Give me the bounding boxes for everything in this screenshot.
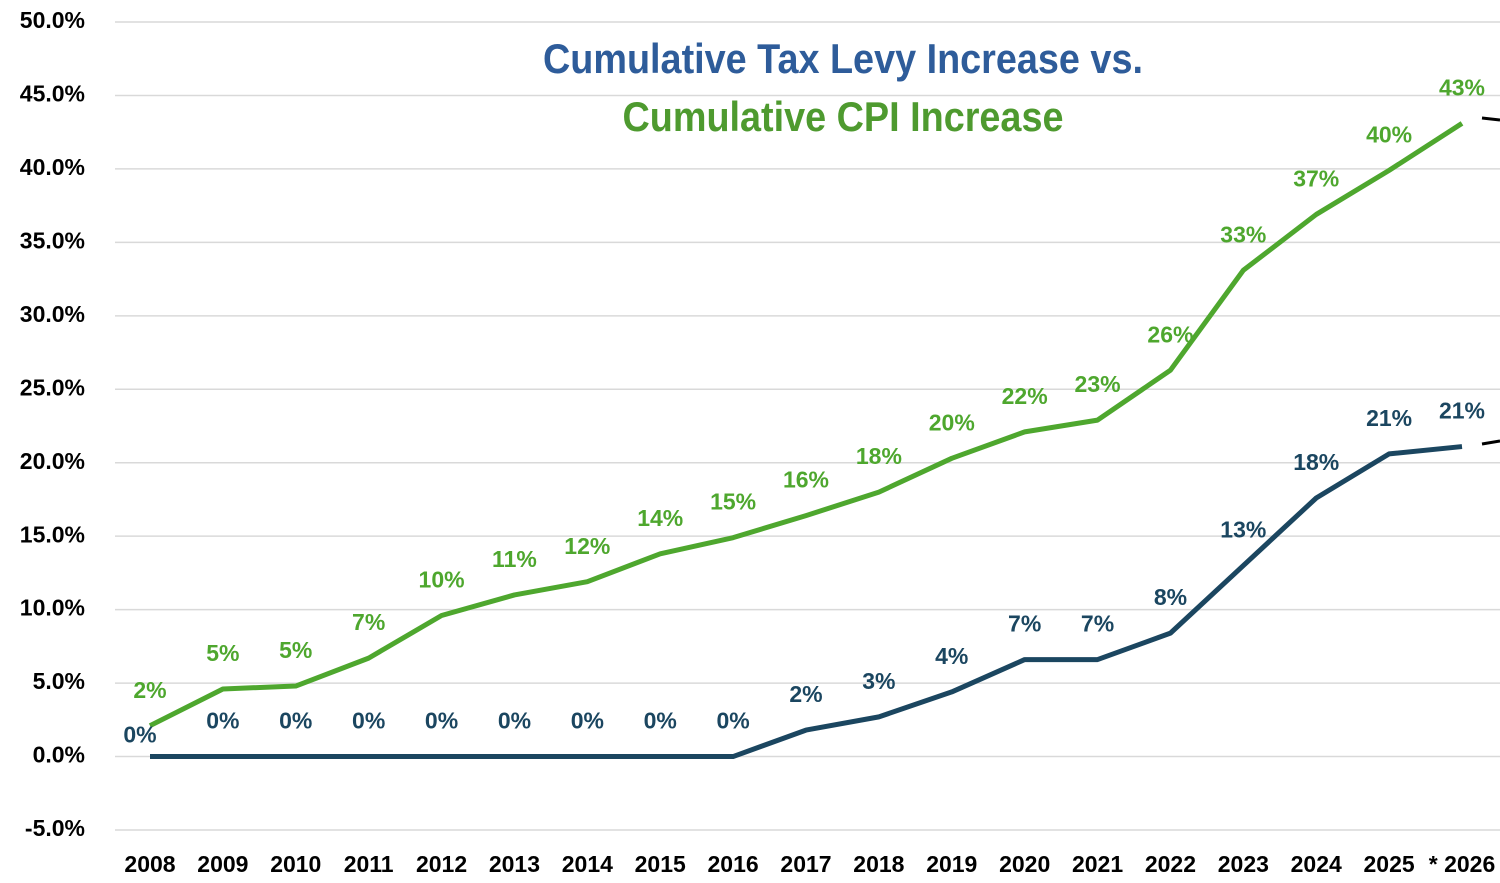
y-tick-label: 20.0% [20,448,85,474]
y-tick-label: 10.0% [20,595,85,621]
y-tick-label: 45.0% [20,81,85,107]
data-label: 7% [352,609,385,635]
data-label: 7% [1008,611,1041,637]
x-tick-label: 2025 [1364,851,1415,877]
y-tick-label: -5.0% [25,815,85,841]
x-tick-label: 2021 [1072,851,1123,877]
data-label: 26% [1147,321,1193,347]
y-tick-label: 15.0% [20,521,85,547]
y-tick-label: 50.0% [20,7,85,33]
continuation-dash [1481,116,1500,122]
data-label: 7% [1081,611,1114,637]
x-tick-label: * 2026 [1429,851,1496,877]
data-label: 33% [1220,221,1266,247]
data-label: 0% [716,708,749,734]
data-label: 11% [492,546,537,572]
data-label: 0% [498,708,531,734]
series-line [148,121,1464,728]
x-tick-label: 2017 [780,851,831,877]
x-tick-label: 2016 [708,851,759,877]
x-tick-label: 2019 [926,851,977,877]
data-label: 23% [1075,371,1121,397]
y-tick-label: 35.0% [20,227,85,253]
x-tick-label: 2015 [635,851,686,877]
y-tick-label: 25.0% [20,374,85,400]
data-label: 0% [425,708,458,734]
x-tick-label: 2010 [270,851,321,877]
continuation-dash [1481,439,1500,446]
y-tick-label: 40.0% [20,154,85,180]
data-label: 18% [856,443,902,469]
data-label: 4% [935,643,968,669]
x-tick-label: 2009 [197,851,248,877]
data-label: 0% [123,722,156,748]
x-tick-label: 2008 [124,851,175,877]
data-label: 21% [1366,405,1412,431]
x-tick-label: 2012 [416,851,467,877]
x-tick-label: 2018 [853,851,904,877]
series-line [150,444,1463,760]
data-label: 2% [133,677,166,703]
x-tick-label: 2014 [562,851,613,877]
data-label: 43% [1439,74,1485,100]
x-tick-label: 2024 [1291,851,1342,877]
data-label: 8% [1154,584,1187,610]
data-label: 21% [1439,398,1485,424]
y-tick-label: 30.0% [20,301,85,327]
data-label: 0% [279,708,312,734]
data-label: 15% [710,489,756,515]
x-tick-label: 2013 [489,851,540,877]
x-tick-label: 2011 [344,851,394,877]
data-label: 5% [206,640,239,666]
y-tick-label: 0.0% [33,742,85,768]
x-tick-label: 2020 [999,851,1050,877]
data-label: 40% [1366,121,1412,147]
data-label: 0% [352,708,385,734]
data-label: 14% [637,505,683,531]
chart-subtitle: Cumulative CPI Increase [623,94,1064,140]
data-label: 13% [1220,517,1266,543]
data-label: 5% [279,637,312,663]
data-label: 3% [862,668,895,694]
data-label: 0% [571,708,604,734]
data-label: 0% [644,708,677,734]
y-tick-label: 5.0% [33,668,85,694]
x-tick-label: 2023 [1218,851,1269,877]
data-label: 20% [929,409,975,435]
data-label: 2% [789,681,822,707]
chart-title: Cumulative Tax Levy Increase vs. [543,36,1143,82]
data-label: 22% [1002,383,1048,409]
x-tick-label: 2022 [1145,851,1196,877]
data-label: 10% [419,567,465,593]
data-label: 18% [1293,449,1339,475]
data-label: 37% [1293,166,1339,192]
data-label: 12% [564,533,610,559]
data-label: 0% [206,708,239,734]
data-label: 16% [783,467,829,493]
